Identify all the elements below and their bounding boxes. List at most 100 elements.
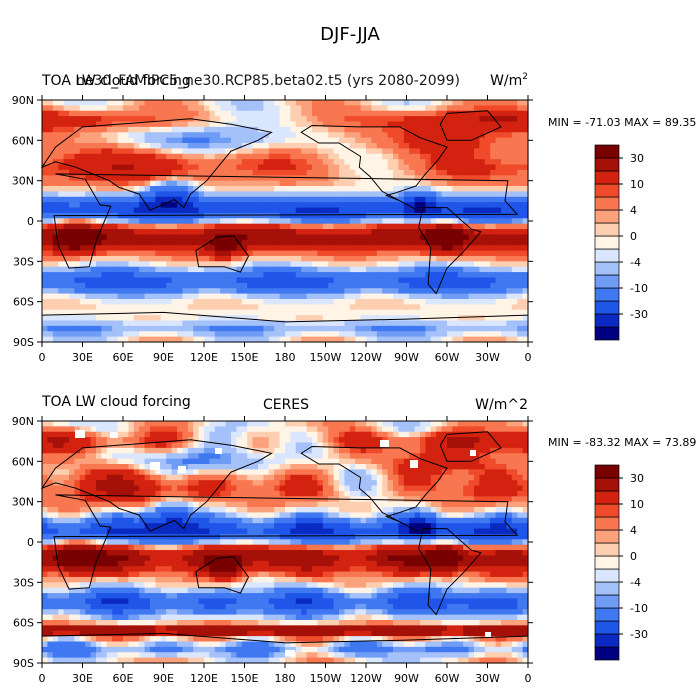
panel-1-case-title: ne30_FAMIPC5_ne30.RCP85.beta02.t5 (yrs 2… — [76, 73, 460, 89]
panel-1-minmax: MIN = -71.03 MAX = 89.35 — [548, 116, 696, 129]
colorbar-segment — [594, 183, 620, 198]
colorbar-label: 30 — [630, 472, 644, 485]
panel-2-axes: 90N 60N 30N 0 30S 60S 90S 0 30E 60E 90E 120E 150E 180… — [12, 415, 533, 685]
colorbar-segment — [594, 516, 620, 531]
colorbar-label: -4 — [630, 576, 641, 589]
colorbar-segment — [594, 581, 620, 596]
panel-model: TOA LW cloud forcing ne30_FAMIPC5_ne30.R… — [12, 72, 697, 364]
colorbar-segment — [594, 529, 620, 544]
colorbar-segment — [594, 464, 620, 479]
colorbar-segment — [594, 313, 620, 328]
colorbar-segment — [594, 503, 620, 518]
colorbar-segment — [594, 300, 620, 315]
lat-tick-label: 30S — [13, 255, 34, 268]
colorbar-segment — [594, 620, 620, 635]
lon-tick-label: 30E — [72, 351, 93, 364]
figure-title: DJF-JJA — [320, 24, 380, 45]
lat-tick-label: 30N — [12, 175, 34, 188]
lon-tick-label: 60W — [435, 351, 460, 364]
lon-tick-label: 0 — [39, 672, 46, 685]
panel-2-center-title: CERES — [263, 397, 309, 413]
lon-tick-label: 90W — [394, 672, 419, 685]
lon-tick-label: 90E — [153, 351, 174, 364]
colorbar-segment — [594, 196, 620, 211]
lon-tick-label: 60E — [113, 672, 134, 685]
lat-tick-label: 90S — [13, 336, 34, 349]
lon-tick-label: 90W — [394, 351, 419, 364]
colorbar-label: -10 — [630, 602, 648, 615]
lat-tick-label: 30S — [13, 576, 34, 589]
colorbar-label: 10 — [630, 498, 644, 511]
colorbar-label: 4 — [630, 204, 637, 217]
lon-tick-label: 30W — [475, 672, 500, 685]
colorbar-segment — [594, 235, 620, 250]
colorbar-segment — [594, 326, 620, 341]
colorbar-segment — [594, 222, 620, 237]
lat-tick-label: 0 — [27, 215, 34, 228]
lon-tick-label: 30W — [475, 351, 500, 364]
colorbar-segment — [594, 633, 620, 648]
lat-tick-label: 0 — [27, 536, 34, 549]
colorbar-label: 0 — [630, 230, 637, 243]
lon-tick-label: 180 — [275, 672, 296, 685]
lat-tick-label: 60N — [12, 134, 34, 147]
colorbar-label: 4 — [630, 524, 637, 537]
lon-tick-label: 0 — [39, 351, 46, 364]
panel-2-units: W/m^2 — [475, 397, 528, 413]
lon-tick-label: 120E — [190, 351, 218, 364]
lon-tick-label: 0 — [525, 351, 532, 364]
panel-obs: TOA LW cloud forcing CERES W/m^2 90N 60N 3… — [12, 394, 697, 685]
lon-tick-label: 0 — [525, 672, 532, 685]
lon-tick-label: 150W — [310, 672, 342, 685]
panel-1-colorbar: -30 -10 -4 0 4 10 30 — [594, 144, 648, 341]
panel-2-colorbar: -30 -10 -4 0 4 10 30 — [594, 464, 648, 661]
colorbar-label: 10 — [630, 178, 644, 191]
panel-2-map — [40, 420, 529, 664]
lat-tick-label: 30N — [12, 496, 34, 509]
lon-tick-label: 180 — [275, 351, 296, 364]
colorbar-segment — [594, 646, 620, 661]
colorbar-segment — [594, 477, 620, 492]
colorbar-segment — [594, 594, 620, 609]
lon-tick-label: 120W — [350, 351, 382, 364]
panel-1-left-title: TOA LW cloud forcing — [41, 73, 191, 89]
colorbar-segment — [594, 157, 620, 172]
colorbar-segment — [594, 144, 620, 159]
colorbar-segment — [594, 170, 620, 185]
lon-tick-label: 150E — [231, 672, 259, 685]
colorbar-segment — [594, 287, 620, 302]
panel-2-left-title: TOA LW cloud forcing — [41, 394, 191, 410]
panel-1-map — [40, 99, 529, 343]
panel-1-units: W/m2 — [490, 72, 528, 89]
lat-tick-label: 60N — [12, 455, 34, 468]
colorbar-label: -30 — [630, 628, 648, 641]
colorbar-segment — [594, 209, 620, 224]
colorbar-segment — [594, 555, 620, 570]
colorbar-label: 0 — [630, 550, 637, 563]
colorbar-label: -10 — [630, 282, 648, 295]
colorbar-segment — [594, 261, 620, 276]
colorbar-label: 30 — [630, 152, 644, 165]
lat-tick-label: 90S — [13, 657, 34, 670]
colorbar-segment — [594, 490, 620, 505]
colorbar-segment — [594, 542, 620, 557]
colorbar-segment — [594, 274, 620, 289]
colorbar-label: -30 — [630, 308, 648, 321]
lat-tick-label: 60S — [13, 617, 34, 630]
lon-tick-label: 150E — [231, 351, 259, 364]
colorbar-segment — [594, 568, 620, 583]
lon-tick-label: 90E — [153, 672, 174, 685]
lon-tick-label: 120E — [190, 672, 218, 685]
lon-tick-label: 30E — [72, 672, 93, 685]
panel-2-minmax: MIN = -83.32 MAX = 73.89 — [548, 436, 696, 449]
lat-tick-label: 90N — [12, 94, 34, 107]
lon-tick-label: 60W — [435, 672, 460, 685]
lat-tick-label: 90N — [12, 415, 34, 428]
colorbar-segment — [594, 607, 620, 622]
colorbar-segment — [594, 248, 620, 263]
colorbar-label: -4 — [630, 256, 641, 269]
lon-tick-label: 150W — [310, 351, 342, 364]
panel-1-axes: 90N 60N 30N 0 30S 60S 90S 0 30E 60E 90E 120E 150E 180… — [12, 94, 533, 364]
lon-tick-label: 60E — [113, 351, 134, 364]
